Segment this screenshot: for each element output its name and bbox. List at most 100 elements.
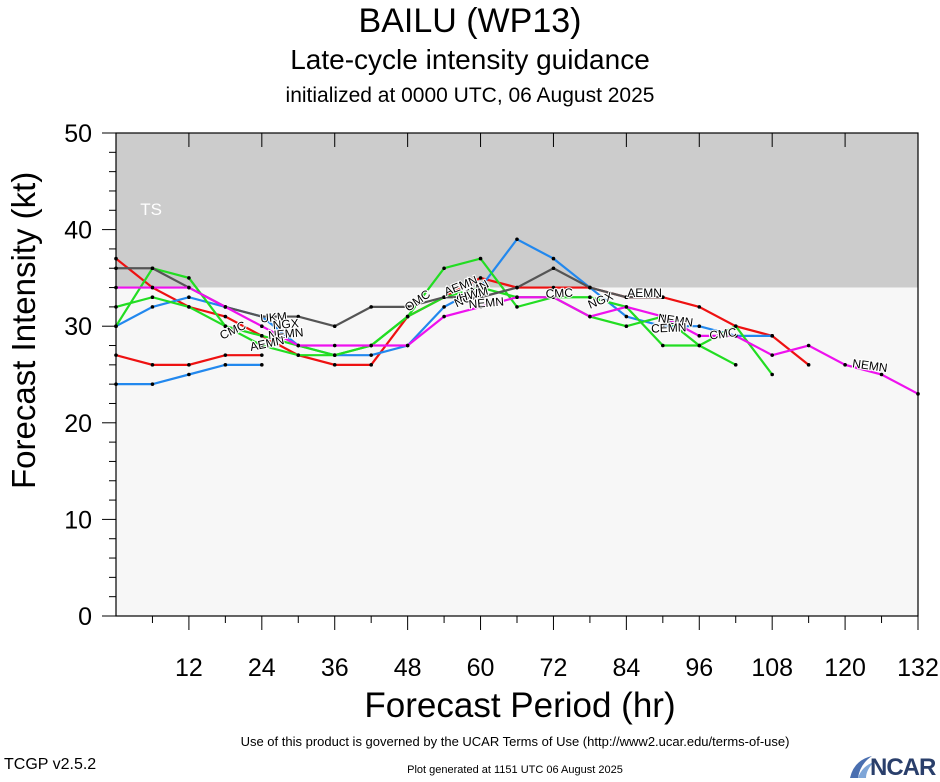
- model-label: CMC: [545, 286, 573, 301]
- x-tick-label: 96: [685, 654, 713, 682]
- data-point: [879, 372, 884, 377]
- data-point: [515, 285, 519, 290]
- data-point: [223, 324, 228, 329]
- data-point: [296, 343, 301, 348]
- data-point: [661, 295, 665, 300]
- data-point: [260, 314, 264, 319]
- model-label: CMC: [709, 325, 738, 343]
- data-point: [770, 334, 774, 338]
- data-point: [223, 305, 228, 309]
- data-point: [733, 324, 738, 329]
- x-tick-label: 60: [467, 654, 495, 682]
- data-point: [150, 305, 155, 309]
- data-point: [223, 353, 228, 357]
- data-point: [515, 237, 519, 242]
- version-label: TCGP v2.5.2: [4, 756, 97, 773]
- data-point: [187, 285, 191, 290]
- terms-of-use: Use of this product is governed by the U…: [240, 734, 790, 749]
- data-point: [770, 353, 774, 357]
- y-tick-label: 10: [64, 506, 92, 534]
- data-point: [661, 343, 665, 348]
- model-label: CEMN: [651, 320, 687, 335]
- data-point: [588, 285, 592, 290]
- y-tick-label: 50: [64, 120, 92, 148]
- data-point: [515, 295, 519, 300]
- x-tick-label: 36: [321, 654, 349, 682]
- x-tick-label: 132: [897, 654, 939, 682]
- model-label: NEMN: [851, 356, 888, 375]
- data-point: [442, 266, 446, 271]
- series-line: [115, 257, 737, 366]
- data-point: [187, 295, 191, 300]
- data-point: [624, 295, 629, 300]
- data-point: [405, 314, 410, 319]
- data-point: [588, 314, 592, 319]
- band-label: TS: [140, 200, 162, 219]
- chart-title: BAILU (WP13): [358, 2, 582, 40]
- model-label: NEMN: [468, 294, 504, 311]
- intensity-band: [116, 287, 918, 616]
- data-point: [369, 363, 373, 367]
- data-point: [588, 295, 592, 300]
- data-point: [369, 343, 373, 348]
- generated-time: Plot generated at 1151 UTC 06 August 202…: [407, 764, 623, 776]
- x-axis-label: Forecast Period (hr): [364, 686, 676, 725]
- x-tick-label: 12: [175, 654, 203, 682]
- series-line: [115, 257, 810, 366]
- data-point: [150, 266, 155, 271]
- model-label: NGX: [272, 316, 299, 332]
- x-tick-label: 24: [248, 654, 276, 682]
- y-tick-label: 20: [64, 410, 92, 438]
- data-point: [843, 363, 847, 367]
- data-point: [697, 305, 702, 309]
- data-point: [187, 305, 191, 309]
- data-point: [223, 363, 228, 367]
- data-point: [661, 324, 665, 329]
- ncar-logo-text: NCAR: [870, 754, 936, 781]
- data-point: [369, 353, 373, 357]
- data-point: [733, 363, 738, 367]
- y-axis-label: Forecast Intensity (kt): [5, 171, 42, 489]
- data-point: [478, 256, 483, 261]
- data-point: [187, 276, 191, 280]
- model-label: NEMN: [268, 325, 304, 342]
- data-point: [770, 372, 774, 377]
- data-point: [150, 382, 155, 386]
- x-tick-label: 48: [394, 654, 422, 682]
- data-point: [332, 363, 337, 367]
- data-point: [442, 305, 446, 309]
- data-point: [150, 285, 155, 290]
- data-point: [697, 343, 702, 348]
- data-point: [260, 324, 264, 329]
- data-point: [296, 314, 301, 319]
- data-point: [260, 363, 264, 367]
- data-point: [478, 276, 483, 280]
- data-point: [332, 343, 337, 348]
- data-point: [187, 372, 191, 377]
- ncar-logo: NCAR: [848, 754, 940, 781]
- data-point: [478, 305, 483, 309]
- y-tick-label: 30: [64, 313, 92, 341]
- data-point: [478, 295, 483, 300]
- data-point: [661, 314, 665, 319]
- data-point: [442, 314, 446, 319]
- data-point: [624, 305, 629, 309]
- data-point: [551, 266, 556, 271]
- data-point: [405, 305, 410, 309]
- intensity-band: [116, 133, 918, 288]
- data-point: [624, 324, 629, 329]
- data-point: [260, 343, 264, 348]
- x-tick-label: 108: [751, 654, 793, 682]
- x-tick-label: 120: [824, 654, 866, 682]
- data-point: [551, 285, 556, 290]
- x-tick-label: 72: [540, 654, 568, 682]
- data-point: [806, 343, 811, 348]
- init-time: initialized at 0000 UTC, 06 August 2025: [285, 84, 655, 107]
- ncar-logo-icon: [850, 756, 874, 778]
- model-label: UKM: [260, 309, 288, 325]
- data-point: [478, 285, 483, 290]
- data-point: [150, 295, 155, 300]
- data-point: [369, 305, 373, 309]
- model-label: AEMN: [627, 286, 662, 300]
